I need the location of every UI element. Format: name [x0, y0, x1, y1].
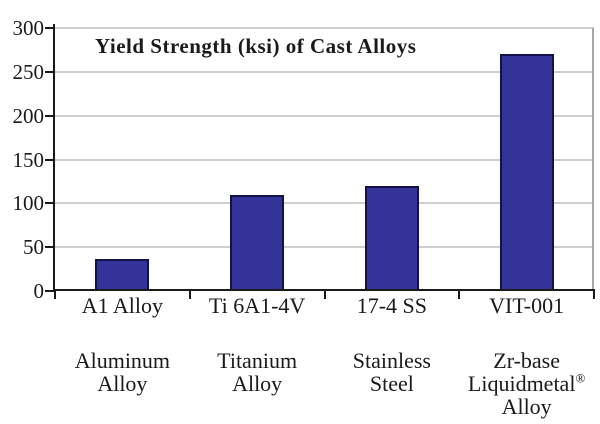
bar [364, 185, 419, 291]
category-sublabel: Stainless Steel [317, 349, 467, 395]
gridline [55, 158, 594, 161]
y-axis-line [53, 24, 55, 292]
y-axis-tick [45, 27, 53, 29]
category-sublabel-line: Zr-base [493, 348, 560, 373]
y-axis-tick [45, 202, 53, 205]
y-axis-tick [45, 290, 53, 292]
category-sublabel-line: Alloy [232, 371, 283, 396]
y-axis-tick [45, 158, 53, 161]
gridline [55, 70, 594, 73]
category-label: Ti 6A1-4V [208, 293, 306, 318]
bar [499, 54, 554, 291]
bar [95, 258, 150, 291]
y-axis-tick [45, 114, 53, 117]
category-sublabel-line: Alloy [97, 371, 148, 396]
category-sublabel-line: Steel [369, 371, 414, 396]
gridline [55, 27, 594, 29]
x-axis-tick [593, 291, 595, 299]
category-label: VIT-001 [489, 293, 565, 318]
gridline [55, 202, 594, 205]
x-axis-tick [54, 291, 56, 299]
category-sublabel-line: Titanium [217, 348, 298, 373]
plot-right-border [592, 28, 594, 291]
registered-trademark-symbol: ® [575, 370, 586, 386]
y-axis-tick [45, 70, 53, 73]
y-tick-label: 200 [12, 103, 45, 128]
bar [230, 194, 285, 291]
x-axis-tick [323, 291, 326, 299]
y-tick-label: 150 [12, 147, 45, 172]
category-sublabel-line: Liquidmetal® [467, 370, 586, 396]
category-sublabel-line: Alloy [501, 394, 552, 419]
gridline [55, 246, 594, 249]
category-label: 17-4 SS [356, 293, 428, 318]
category-sublabel: Titanium Alloy [182, 349, 332, 395]
y-axis-tick [45, 246, 53, 249]
category-label: A1 Alloy [81, 293, 164, 318]
x-axis-tick [188, 291, 191, 299]
chart-title: Yield Strength (ksi) of Cast Alloys [95, 34, 417, 58]
y-tick-label: 100 [12, 191, 45, 216]
category-sublabel: Zr-base Liquidmetal® Alloy [452, 349, 600, 418]
y-tick-label: 300 [12, 16, 45, 40]
gridline [55, 114, 594, 117]
category-sublabel: Aluminum Alloy [47, 349, 197, 395]
x-axis-line [53, 289, 595, 291]
category-sublabel-line: Aluminum [74, 348, 171, 373]
y-tick-label: 0 [33, 279, 45, 303]
y-tick-label: 50 [23, 235, 44, 260]
category-sublabel-line: Stainless [352, 348, 431, 373]
x-axis-tick [458, 291, 461, 299]
y-tick-label: 250 [12, 59, 45, 84]
